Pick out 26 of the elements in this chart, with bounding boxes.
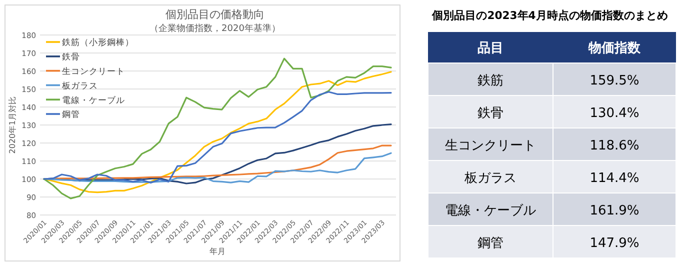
text: 161.9% [590,203,640,218]
category-label: 電線・ケーブル [445,203,536,218]
legend-label: 板ガラス [61,80,98,92]
line-series [43,91,392,184]
text: 159.5% [590,73,640,88]
legend-label: 鋼管 [62,109,80,120]
text: 品目 [478,41,504,56]
text: 114.4% [590,170,640,186]
category-label: 鋼管 [478,236,504,251]
legend-label: 電線・ケーブル [62,94,125,106]
chart-subtitle: （企業物価指数，2020年基準） [150,23,280,34]
text: 物価指数 [588,41,642,56]
text: 個別品目の2023年4月時点の物価指数のまとめ [431,9,668,22]
category-label: 生コンクリート [445,138,536,154]
y-axis-title: 2020年1月対比 [8,96,17,154]
legend-label: 生コンクリート [62,66,125,77]
text: 118.6% [590,138,640,154]
text: 147.9% [590,236,640,251]
text: 130.4% [590,106,640,121]
chart-title: 個別品目の価格動向 [166,8,264,21]
category-label: 鉄筋 [478,73,504,88]
category-label: 板ガラス [464,170,516,186]
legend-label: 鉄骨 [62,52,80,63]
legend-label: 鉄筋（小形鋼棒） [62,37,134,48]
category-label: 鉄骨 [478,106,504,121]
x-axis-title: 年月 [210,247,226,256]
